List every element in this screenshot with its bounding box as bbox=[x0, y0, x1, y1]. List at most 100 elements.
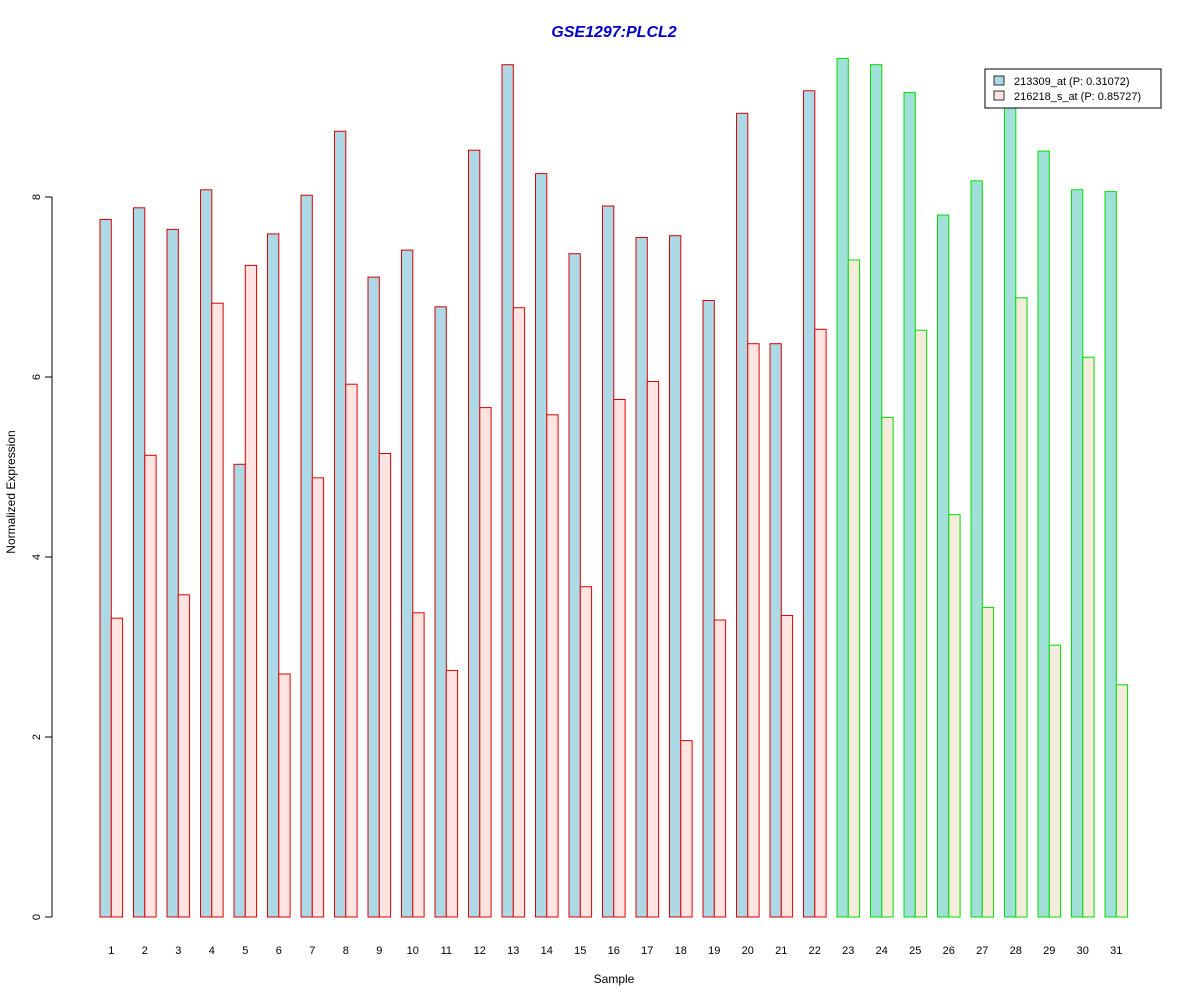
x-tick-label: 26 bbox=[943, 945, 955, 957]
x-tick-label: 30 bbox=[1077, 945, 1089, 957]
x-tick-label: 6 bbox=[276, 945, 282, 957]
bar-s2-sample-4 bbox=[211, 302, 224, 918]
bar-s1-sample-28 bbox=[1004, 99, 1017, 918]
x-tick-label: 15 bbox=[574, 945, 586, 957]
bar-s1-sample-25 bbox=[903, 92, 916, 918]
bar-s2-sample-15 bbox=[579, 586, 593, 918]
bar-s2-sample-24 bbox=[881, 417, 894, 918]
bar-s1-sample-29 bbox=[1037, 150, 1050, 918]
y-axis-label: Normalized Expression bbox=[4, 430, 18, 553]
bar-s2-sample-31 bbox=[1115, 684, 1129, 918]
x-tick-label: 1 bbox=[108, 945, 114, 957]
legend-label-series-1: 213309_at (P: 0.31072) bbox=[1014, 76, 1130, 88]
x-tick-label: 23 bbox=[842, 945, 854, 957]
legend: 213309_at (P: 0.31072) 216218_s_at (P: 0… bbox=[984, 68, 1162, 109]
bar-s2-sample-20 bbox=[747, 343, 760, 918]
bar-s2-sample-18 bbox=[680, 740, 693, 918]
bar-s2-sample-14 bbox=[546, 414, 559, 918]
bar-s1-sample-8 bbox=[334, 130, 347, 918]
x-tick-label: 11 bbox=[441, 945, 452, 957]
x-tick-label: 8 bbox=[343, 945, 349, 957]
bar-s1-sample-21 bbox=[769, 343, 782, 918]
x-tick-label: 25 bbox=[909, 945, 921, 957]
bar-s1-sample-26 bbox=[937, 214, 950, 918]
bars-layer bbox=[99, 57, 1129, 918]
x-tick-label: 24 bbox=[876, 945, 888, 957]
y-tick-label: 6 bbox=[31, 374, 43, 380]
x-tick-label: 12 bbox=[474, 945, 486, 957]
x-tick-label: 31 bbox=[1110, 945, 1122, 957]
bar-s1-sample-20 bbox=[736, 112, 749, 918]
x-tick-label: 4 bbox=[209, 945, 215, 957]
bar-s2-sample-11 bbox=[445, 669, 459, 918]
bar-s2-sample-23 bbox=[847, 259, 861, 918]
bar-s1-sample-2 bbox=[133, 207, 146, 918]
bar-s1-sample-7 bbox=[300, 194, 313, 918]
bar-s1-sample-1 bbox=[99, 219, 112, 918]
x-tick-label: 3 bbox=[175, 945, 181, 957]
chart-title: GSE1297:PLCL2 bbox=[551, 24, 676, 41]
legend-swatch-series-1 bbox=[993, 75, 1005, 86]
bar-s1-sample-17 bbox=[635, 237, 648, 918]
bar-s1-sample-9 bbox=[367, 276, 380, 918]
y-tick-label: 8 bbox=[31, 194, 43, 200]
bar-s1-sample-11 bbox=[434, 306, 447, 918]
bar-s2-sample-7 bbox=[311, 477, 325, 918]
bar-s2-sample-5 bbox=[244, 264, 258, 918]
x-tick-label: 19 bbox=[708, 945, 720, 957]
bar-s2-sample-19 bbox=[713, 619, 727, 918]
bar-s2-sample-3 bbox=[177, 594, 191, 918]
bar-s1-sample-30 bbox=[1071, 189, 1084, 918]
bar-s1-sample-13 bbox=[501, 64, 514, 918]
bar-s2-sample-27 bbox=[981, 606, 995, 918]
bar-s2-sample-26 bbox=[948, 514, 961, 918]
x-tick-label: 29 bbox=[1043, 945, 1055, 957]
bar-s2-sample-1 bbox=[110, 617, 124, 918]
bar-s2-sample-13 bbox=[512, 307, 526, 918]
bar-s1-sample-5 bbox=[233, 463, 246, 918]
y-axis: 0 2 4 6 8 bbox=[31, 194, 53, 920]
x-tick-label: 9 bbox=[376, 945, 382, 957]
x-tick-label: 16 bbox=[608, 945, 620, 957]
y-tick-label: 4 bbox=[31, 554, 43, 560]
bar-s1-sample-22 bbox=[803, 90, 816, 918]
x-tick-label: 18 bbox=[675, 945, 687, 957]
bar-s2-sample-30 bbox=[1082, 356, 1095, 918]
bar-s2-sample-9 bbox=[378, 453, 392, 918]
bar-s2-sample-8 bbox=[345, 383, 358, 918]
x-tick-label: 22 bbox=[809, 945, 821, 957]
x-tick-label: 14 bbox=[541, 945, 553, 957]
bar-s2-sample-29 bbox=[1048, 644, 1062, 918]
bar-s2-sample-2 bbox=[144, 454, 157, 918]
y-tick-label: 2 bbox=[31, 734, 43, 740]
bar-s2-sample-21 bbox=[780, 615, 794, 918]
bar-s1-sample-24 bbox=[870, 64, 883, 918]
bar-s1-sample-10 bbox=[401, 249, 414, 918]
x-tick-label: 17 bbox=[641, 945, 653, 957]
legend-box bbox=[984, 68, 1162, 109]
bar-s2-sample-22 bbox=[814, 328, 827, 918]
bar-s1-sample-15 bbox=[568, 253, 581, 918]
x-tick-label: 27 bbox=[976, 945, 988, 957]
x-tick-label: 13 bbox=[507, 945, 519, 957]
bar-s1-sample-3 bbox=[166, 228, 179, 918]
x-tick-label: 20 bbox=[742, 945, 754, 957]
x-tick-label: 10 bbox=[407, 945, 419, 957]
bar-s1-sample-31 bbox=[1104, 191, 1117, 918]
bar-s1-sample-14 bbox=[535, 173, 548, 918]
bar-s1-sample-16 bbox=[602, 205, 615, 918]
x-tick-label: 5 bbox=[242, 945, 248, 957]
bar-s2-sample-17 bbox=[646, 381, 660, 918]
bar-s1-sample-6 bbox=[267, 233, 280, 918]
bar-s2-sample-6 bbox=[278, 673, 291, 918]
legend-swatch-series-2 bbox=[993, 90, 1005, 101]
y-tick-label: 0 bbox=[31, 914, 43, 920]
bar-s1-sample-23 bbox=[836, 57, 849, 918]
bar-s1-sample-4 bbox=[200, 189, 213, 918]
bar-s1-sample-18 bbox=[669, 235, 682, 918]
x-tick-label: 21 bbox=[775, 945, 787, 957]
x-tick-label: 2 bbox=[142, 945, 148, 957]
legend-label-series-2: 216218_s_at (P: 0.85727) bbox=[1014, 91, 1141, 103]
x-axis-label: Sample bbox=[594, 972, 635, 986]
